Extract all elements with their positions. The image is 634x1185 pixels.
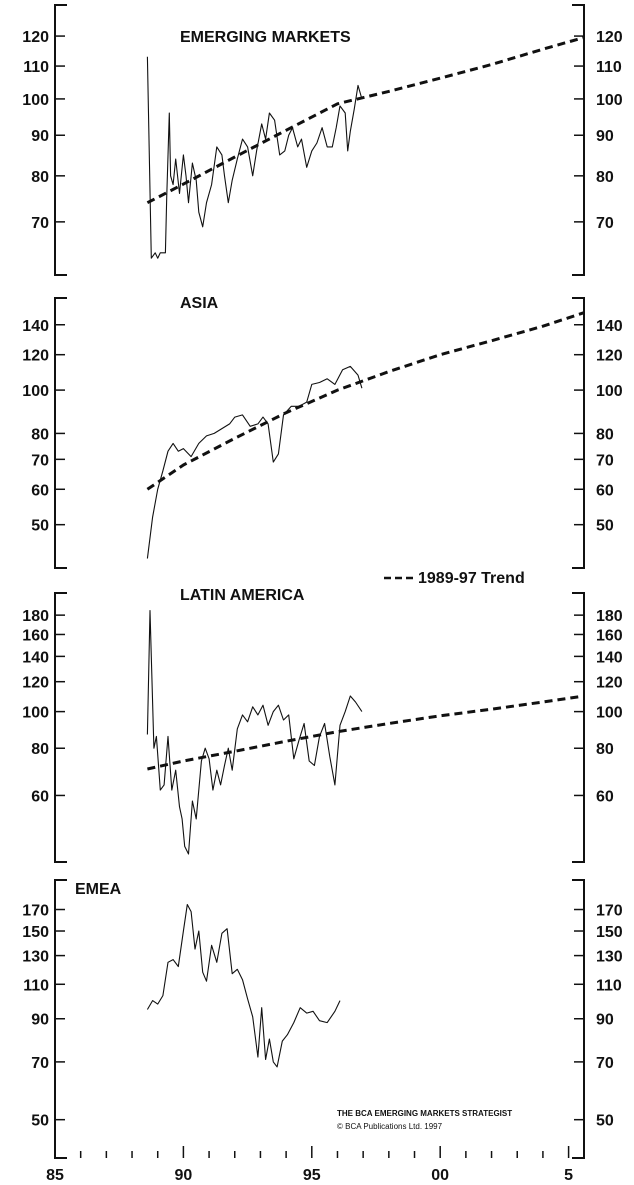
y-tick-label-left: 50 <box>31 1113 49 1130</box>
y-tick-label-right: 80 <box>596 741 614 758</box>
y-tick-label-left: 110 <box>23 977 49 994</box>
y-tick-label-left: 50 <box>31 518 49 535</box>
panel-latin-america: LATIN AMERICA 60 60 80 80 100 100 120 120 140 140 1… <box>22 587 623 863</box>
y-tick-label-right: 110 <box>596 59 622 76</box>
x-tick-label: 5 <box>564 1167 573 1184</box>
y-tick-label-left: 60 <box>31 482 49 499</box>
panel-emerging-markets: EMERGING MARKETS 70 70 80 80 90 90 100 100 110 110… <box>22 4 623 276</box>
y-tick-label-left: 80 <box>31 741 49 758</box>
y-tick-label-left: 110 <box>23 59 49 76</box>
trend-line <box>147 694 585 771</box>
y-tick-label-left: 180 <box>22 608 49 625</box>
y-tick-label-right: 100 <box>596 383 623 400</box>
y-tick-label-right: 80 <box>596 169 614 186</box>
panel-title: EMEA <box>75 881 122 898</box>
y-tick-label-right: 140 <box>596 318 623 335</box>
x-tick-label: 90 <box>174 1167 192 1184</box>
y-tick-label-left: 70 <box>31 215 49 232</box>
y-tick-label-left: 120 <box>22 675 49 692</box>
y-tick-label-right: 70 <box>596 1055 614 1072</box>
y-tick-label-left: 70 <box>31 1055 49 1072</box>
y-tick-label-left: 90 <box>31 1012 49 1029</box>
y-tick-label-right: 90 <box>596 128 614 145</box>
y-tick-label-right: 100 <box>596 705 623 722</box>
legend: 1989-97 Trend <box>384 570 525 587</box>
y-tick-label-right: 180 <box>596 608 623 625</box>
y-tick-label-right: 50 <box>596 518 614 535</box>
legend-label: 1989-97 Trend <box>418 570 525 587</box>
y-tick-label-right: 70 <box>596 452 614 469</box>
y-tick-label-left: 130 <box>22 949 49 966</box>
panel-emea: EMEA 50 50 70 70 90 90 110 110 130 130 150 150 170 170 <box>22 879 623 1159</box>
y-tick-label-right: 110 <box>596 977 622 994</box>
y-tick-label-left: 120 <box>22 348 49 365</box>
y-tick-label-right: 120 <box>596 675 623 692</box>
y-tick-label-left: 160 <box>22 627 49 644</box>
y-tick-label-right: 140 <box>596 649 623 666</box>
index-line <box>146 56 363 259</box>
right-axis-line <box>572 592 585 863</box>
panel-asia: ASIA 50 50 60 60 70 70 80 80 100 100 120 120 140 140 <box>22 295 623 569</box>
x-tick-label: 95 <box>303 1167 321 1184</box>
y-tick-label-right: 100 <box>596 92 623 109</box>
x-tick-label: 85 <box>46 1167 64 1184</box>
y-tick-label-left: 100 <box>22 92 49 109</box>
footer-copyright: © BCA Publications Ltd. 1997 <box>337 1122 443 1131</box>
y-tick-label-right: 70 <box>596 215 614 232</box>
y-tick-label-left: 150 <box>22 924 49 941</box>
y-tick-label-left: 170 <box>22 903 49 920</box>
y-tick-label-right: 60 <box>596 788 614 805</box>
y-tick-label-left: 140 <box>22 649 49 666</box>
y-tick-label-left: 140 <box>22 318 49 335</box>
panels: EMERGING MARKETS 70 70 80 80 90 90 100 100 110 110… <box>22 4 623 1159</box>
y-tick-label-right: 120 <box>596 348 623 365</box>
trend-line <box>146 36 585 205</box>
y-tick-label-left: 100 <box>22 705 49 722</box>
y-tick-label-left: 120 <box>22 29 49 46</box>
y-tick-label-right: 170 <box>596 903 623 920</box>
y-tick-label-right: 50 <box>596 1113 614 1130</box>
y-tick-label-right: 160 <box>596 627 623 644</box>
index-line <box>146 903 341 1068</box>
index-line <box>146 365 363 559</box>
right-axis-line <box>572 4 585 276</box>
left-axis-line <box>54 4 67 276</box>
y-tick-label-right: 90 <box>596 1012 614 1029</box>
x-axis: 85 90 95 00 5 <box>46 1146 573 1184</box>
y-tick-label-right: 120 <box>596 29 623 46</box>
footer-title: THE BCA EMERGING MARKETS STRATEGIST <box>337 1109 512 1118</box>
trend-line <box>146 311 585 491</box>
y-tick-label-left: 100 <box>22 383 49 400</box>
y-tick-label-left: 60 <box>31 788 49 805</box>
panel-title: LATIN AMERICA <box>180 587 305 604</box>
y-tick-label-left: 90 <box>31 128 49 145</box>
y-tick-label-right: 130 <box>596 949 623 966</box>
panel-title: EMERGING MARKETS <box>180 29 351 46</box>
x-tick-label: 00 <box>431 1167 449 1184</box>
y-tick-label-right: 150 <box>596 924 623 941</box>
footer: THE BCA EMERGING MARKETS STRATEGIST © BC… <box>337 1109 512 1131</box>
y-tick-label-left: 70 <box>31 452 49 469</box>
y-tick-label-left: 80 <box>31 169 49 186</box>
left-axis-line <box>54 592 67 863</box>
y-tick-label-right: 60 <box>596 482 614 499</box>
y-tick-label-right: 80 <box>596 426 614 443</box>
y-tick-label-left: 80 <box>31 426 49 443</box>
panel-title: ASIA <box>180 295 219 312</box>
